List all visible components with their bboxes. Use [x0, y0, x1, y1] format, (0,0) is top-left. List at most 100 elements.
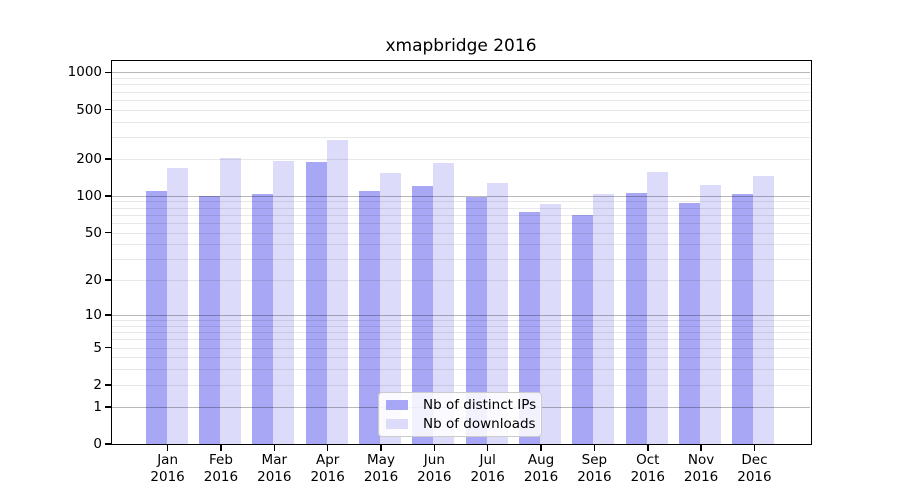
bar-downloads-Jul [486, 182, 508, 444]
x-axis-tick-label: Mar 2016 [257, 452, 292, 485]
bar-ips-Oct [625, 193, 647, 444]
x-axis-tick [326, 445, 329, 451]
gridline-minor [112, 339, 810, 341]
y-axis-tick-label: 5 [93, 339, 102, 356]
bar-ips-Mar [252, 193, 274, 444]
y-axis-tick-label: 50 [84, 224, 102, 241]
y-axis-tick [105, 71, 112, 74]
bar-ips-Apr [305, 162, 327, 444]
y-axis-tick-label: 200 [76, 150, 102, 167]
bar-ips-Dec [732, 193, 754, 444]
x-axis-tick [540, 445, 542, 451]
bar-ips-Aug [519, 211, 541, 444]
y-axis-tick-label: 500 [76, 101, 102, 118]
legend-label-downloads: Nb of downloads [423, 415, 536, 432]
x-axis-tick-label: Aug 2016 [523, 452, 559, 485]
gridline-minor [112, 369, 810, 371]
bar-downloads-Jun [433, 163, 455, 444]
chart-title: xmapbridge 2016 [385, 36, 537, 56]
x-axis-tick-label: Jul 2016 [470, 452, 505, 485]
legend-swatch-distinct-ips [386, 400, 408, 411]
bar-ips-Jun [412, 186, 434, 444]
bar-ips-Jan [145, 190, 167, 444]
gridline-minor [112, 347, 810, 349]
bar-downloads-Dec [753, 175, 775, 444]
gridline-minor [112, 222, 810, 224]
bar-ips-May [359, 190, 380, 444]
gridline-major [112, 315, 810, 316]
gridline-minor [112, 280, 810, 282]
y-axis-tick-label: 10 [84, 307, 102, 323]
bar-downloads-Aug [540, 203, 562, 444]
gridline-minor [112, 84, 810, 86]
gridline-minor [112, 325, 810, 327]
gridline-minor [112, 137, 810, 138]
gridline-major [112, 195, 810, 197]
x-axis-tick-label: Oct 2016 [630, 452, 665, 485]
bar-ips-Sep [572, 215, 594, 444]
gridline-minor [112, 158, 810, 160]
y-axis-tick-label: 0 [93, 436, 102, 452]
bar-downloads-Apr [326, 140, 348, 444]
legend-item-distinct-ips: Nb of distinct IPs [386, 397, 537, 414]
x-axis-tick [486, 445, 489, 451]
gridline-minor [112, 384, 810, 386]
y-axis-tick [105, 231, 112, 234]
gridline-minor [112, 91, 810, 93]
y-axis-tick-label: 20 [84, 272, 102, 289]
legend-label-distinct-ips: Nb of distinct IPs [423, 397, 537, 414]
x-axis-tick-label: Feb 2016 [203, 452, 239, 485]
x-axis-tick [753, 445, 756, 451]
bar-downloads-Feb [219, 158, 241, 444]
x-axis-tick [166, 445, 169, 451]
gridline-minor [112, 201, 810, 203]
y-axis-tick [105, 108, 112, 111]
bar-downloads-Sep [593, 193, 615, 444]
x-axis-tick [273, 445, 276, 451]
x-axis-tick [433, 445, 436, 451]
x-axis-tick-label: May 2016 [363, 452, 399, 485]
x-axis-tick [646, 445, 649, 451]
gridline-minor [112, 232, 810, 234]
x-axis-tick-label: Jun 2016 [417, 452, 452, 485]
x-axis-tick-label: Apr 2016 [310, 452, 345, 485]
gridline-minor [112, 357, 810, 359]
gridline-minor [112, 332, 810, 334]
x-axis-tick-label: Sep 2016 [577, 452, 612, 485]
gridline-minor [112, 109, 810, 111]
y-axis-tick [105, 157, 112, 160]
x-axis-tick-label: Nov 2016 [683, 452, 719, 485]
gridline-minor [112, 99, 810, 101]
y-axis-tick [105, 443, 112, 445]
bar-downloads-Mar [273, 161, 295, 444]
x-axis-tick-label: Dec 2016 [737, 452, 772, 485]
bar-ips-Jul [465, 196, 487, 444]
x-axis-tick [380, 445, 382, 451]
gridline-minor [112, 244, 810, 246]
x-axis-tick [593, 445, 596, 451]
gridline-major [112, 72, 810, 74]
y-axis-tick [105, 279, 112, 282]
bar-downloads-Oct [646, 171, 668, 444]
bar-ips-Feb [198, 195, 220, 444]
y-axis-tick [105, 405, 112, 408]
legend: Nb of distinct IPs Nb of downloads [378, 392, 542, 437]
bar-ips-Nov [679, 202, 701, 444]
y-axis-tick-label: 1000 [67, 64, 102, 81]
y-axis-tick [105, 194, 112, 197]
bar-downloads-May [380, 173, 401, 444]
y-axis-tick-label: 100 [76, 187, 102, 204]
gridline-minor [112, 207, 810, 209]
gridline-minor [112, 214, 810, 216]
bar-downloads-Jan [166, 168, 188, 444]
x-axis-tick [700, 445, 702, 451]
gridline-minor [112, 320, 810, 322]
legend-item-downloads: Nb of downloads [386, 415, 536, 432]
legend-swatch-downloads [386, 418, 408, 429]
y-axis-tick [105, 384, 112, 386]
y-axis-tick [105, 314, 112, 316]
gridline-minor [112, 121, 810, 123]
y-axis-tick-label: 1 [93, 398, 102, 415]
x-axis-tick [220, 445, 222, 451]
